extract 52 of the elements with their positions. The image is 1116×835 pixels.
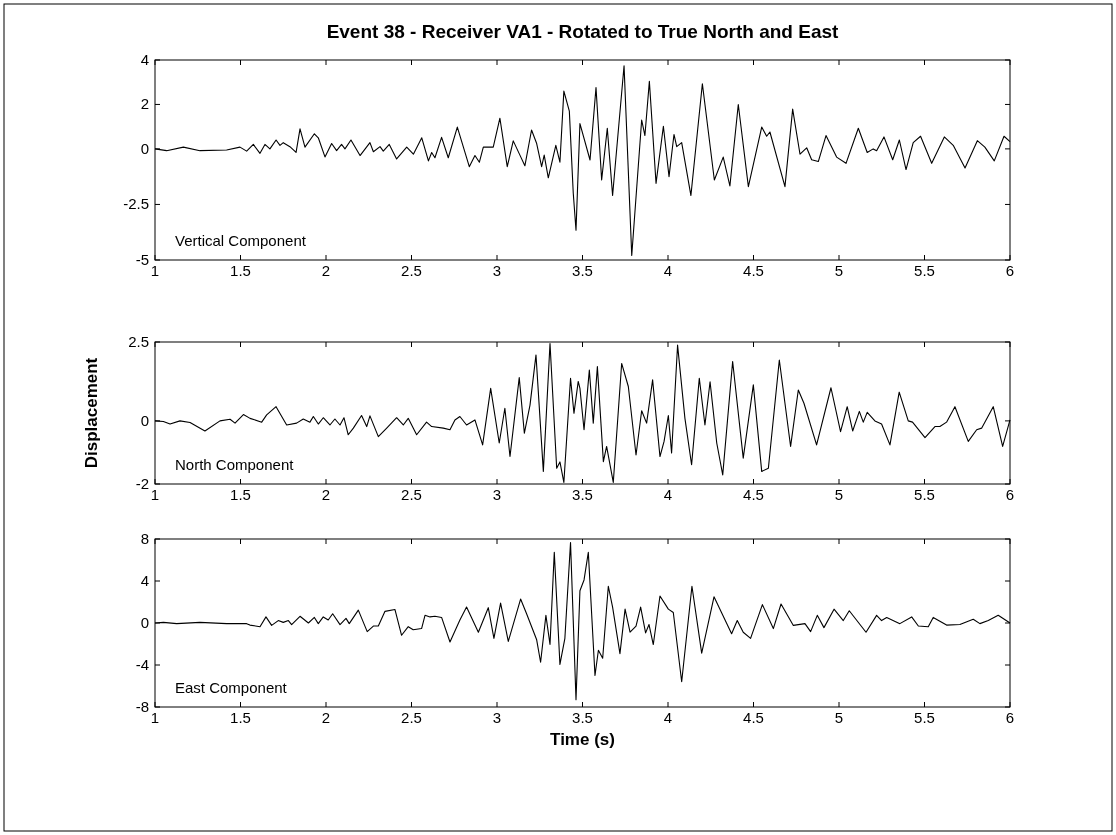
annotation: Vertical Component — [175, 232, 307, 249]
y-tick-label: 2 — [140, 95, 149, 113]
x-tick-label: 1.5 — [230, 709, 251, 726]
y-tick-label: 0 — [140, 411, 149, 429]
x-tick-label: 5.5 — [914, 709, 935, 726]
x-tick-label: 1 — [150, 486, 160, 503]
x-tick-label: 2.5 — [401, 262, 422, 279]
y-tick-label: -5 — [135, 251, 149, 268]
x-tick-label: 1 — [150, 709, 160, 726]
x-tick-label: 2 — [321, 709, 331, 726]
x-tick-label: 4.5 — [743, 486, 764, 503]
x-tick-label: 5 — [834, 486, 844, 503]
x-axis-title: Time (s) — [550, 730, 615, 749]
x-tick-label: 3.5 — [572, 709, 593, 726]
chart-title: Event 38 - Receiver VA1 - Rotated to True North and East — [326, 21, 840, 42]
x-tick-label: 2.5 — [401, 486, 422, 503]
x-tick-label: 3 — [492, 709, 502, 726]
y-tick-label: 4 — [140, 51, 149, 68]
y-tick-label: -2 — [135, 475, 149, 492]
x-tick-label: 5.5 — [914, 486, 935, 503]
x-tick-label: 6 — [1005, 709, 1015, 726]
x-tick-label: 4 — [663, 486, 673, 503]
y-tick-label: -8 — [135, 698, 149, 715]
x-tick-label: 5 — [834, 262, 844, 279]
x-tick-label: 6 — [1005, 262, 1015, 279]
x-tick-label: 3.5 — [572, 486, 593, 503]
x-tick-label: 2.5 — [401, 709, 422, 726]
y-tick-label: -4 — [135, 656, 149, 673]
x-tick-label: 3 — [492, 262, 502, 279]
y-tick-label: 0 — [140, 614, 149, 631]
y-axis-title: Displacement — [82, 357, 101, 469]
x-tick-label: 1.5 — [230, 262, 251, 279]
y-tick-label: 8 — [140, 530, 149, 547]
x-tick-label: 4 — [663, 262, 673, 279]
x-tick-label: 4.5 — [743, 262, 764, 279]
x-tick-label: 2 — [321, 262, 331, 279]
x-tick-label: 5.5 — [914, 262, 935, 279]
x-tick-label: 6 — [1005, 486, 1015, 503]
x-tick-label: 4.5 — [743, 709, 764, 726]
x-tick-label: 1 — [150, 262, 160, 279]
y-tick-label: 2.5 — [128, 333, 149, 350]
x-tick-label: 4 — [663, 709, 673, 726]
y-tick-label: 4 — [140, 572, 149, 589]
x-tick-label: 5 — [834, 709, 844, 726]
annotation: East Component — [175, 679, 288, 696]
annotation: North Component — [175, 456, 295, 473]
y-tick-label: 0 — [140, 139, 149, 157]
x-tick-label: 2 — [321, 486, 331, 503]
x-tick-label: 1.5 — [230, 486, 251, 503]
y-tick-label: -2.5 — [123, 195, 149, 213]
x-tick-label: 3.5 — [572, 262, 593, 279]
x-tick-label: 3 — [492, 486, 502, 503]
